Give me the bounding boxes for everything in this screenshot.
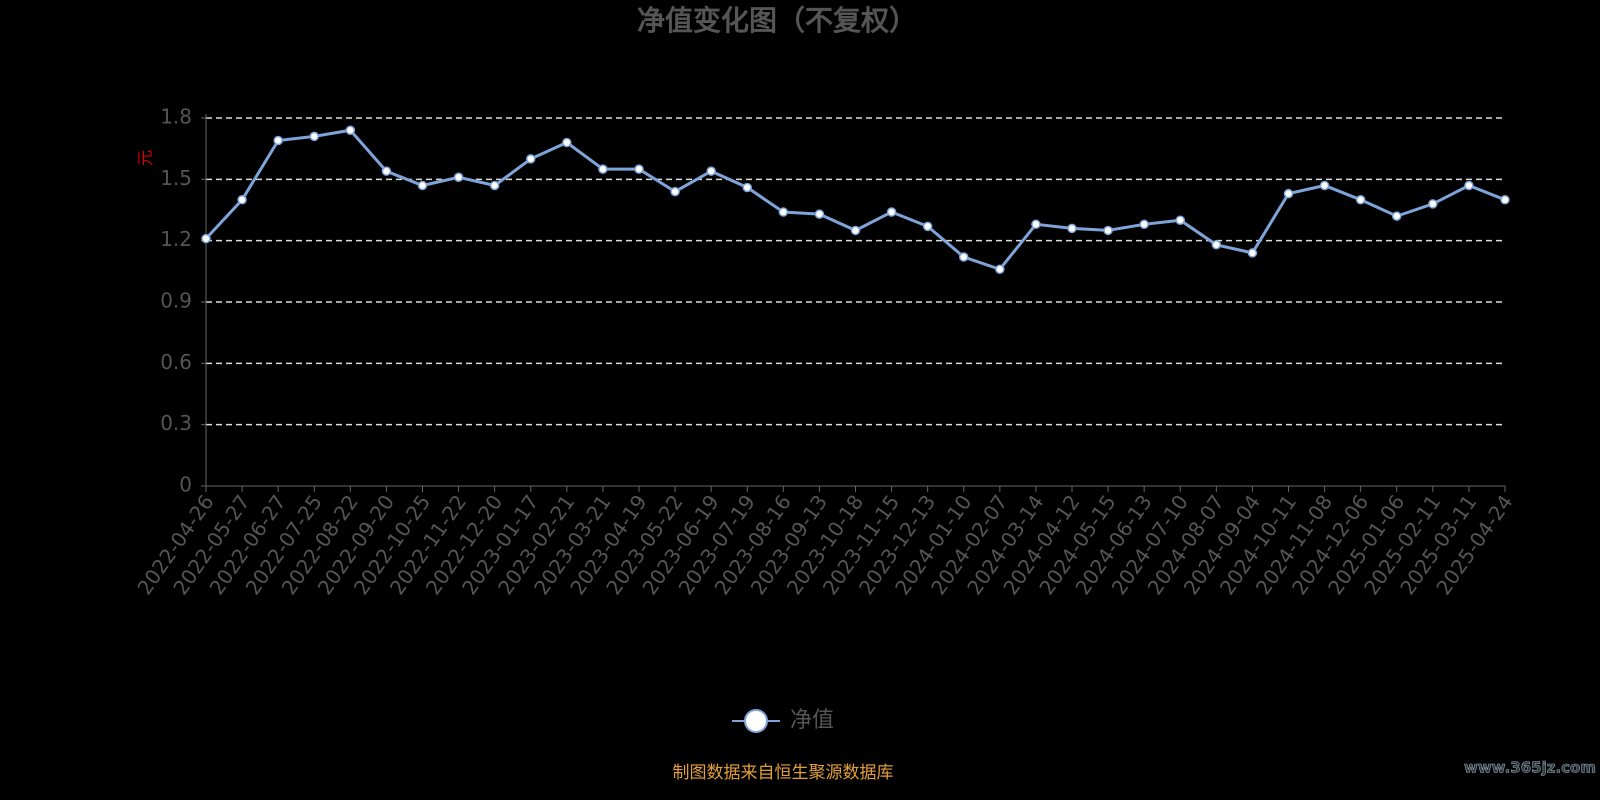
point-marker xyxy=(1175,215,1185,225)
point-marker xyxy=(959,252,969,262)
point-marker xyxy=(742,182,752,193)
point-marker xyxy=(1355,195,1366,205)
point-marker xyxy=(526,154,536,164)
point-marker xyxy=(1464,180,1474,191)
y-tick-label: 1.8 xyxy=(160,105,192,129)
point-marker xyxy=(814,209,825,219)
y-tick-label: 0.6 xyxy=(160,350,192,374)
y-tick-label: 1.2 xyxy=(160,227,192,251)
point-marker xyxy=(1319,180,1330,191)
watermark: www.365jz.com xyxy=(1464,759,1596,777)
point-marker xyxy=(417,180,428,191)
y-tick-label: 0.3 xyxy=(160,411,192,435)
point-marker xyxy=(345,125,356,136)
point-marker xyxy=(273,135,283,146)
point-marker xyxy=(1428,199,1438,209)
point-marker xyxy=(778,207,789,217)
point-marker xyxy=(489,180,500,191)
y-tick-label: 1.5 xyxy=(160,166,192,190)
y-axis-label: 元 xyxy=(136,150,155,166)
point-marker xyxy=(1139,219,1149,230)
point-marker xyxy=(1067,223,1077,234)
point-marker xyxy=(201,233,211,244)
y-tick-label: 0.9 xyxy=(160,289,192,313)
point-marker xyxy=(1211,240,1222,250)
point-marker xyxy=(309,131,319,142)
point-marker xyxy=(1103,225,1113,236)
point-marker xyxy=(995,264,1005,275)
point-marker xyxy=(634,164,644,174)
point-marker xyxy=(598,164,608,174)
point-marker xyxy=(453,172,464,183)
legend-marker xyxy=(744,709,768,733)
source-note: 制图数据来自恒生聚源数据库 xyxy=(673,763,894,783)
point-marker xyxy=(922,221,933,232)
point-marker xyxy=(381,166,392,176)
point-marker xyxy=(670,186,680,197)
point-marker xyxy=(1500,195,1510,205)
point-marker xyxy=(562,137,572,148)
chart-title: 净值变化图（不复权） xyxy=(637,4,917,37)
point-marker xyxy=(1392,211,1402,221)
point-marker xyxy=(237,195,247,205)
point-marker xyxy=(706,166,716,176)
point-marker xyxy=(1031,219,1041,230)
point-marker xyxy=(1283,188,1294,199)
y-tick-label: 0 xyxy=(179,473,192,497)
point-marker xyxy=(850,225,861,236)
point-marker xyxy=(886,207,897,217)
point-marker xyxy=(1247,248,1258,258)
legend-label: 净值 xyxy=(790,708,834,733)
